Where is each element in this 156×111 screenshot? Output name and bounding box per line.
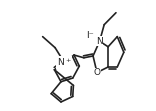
- Text: N: N: [96, 37, 103, 46]
- Text: I⁻: I⁻: [87, 31, 94, 40]
- Text: O: O: [93, 68, 100, 77]
- Text: N$^+$: N$^+$: [57, 56, 72, 68]
